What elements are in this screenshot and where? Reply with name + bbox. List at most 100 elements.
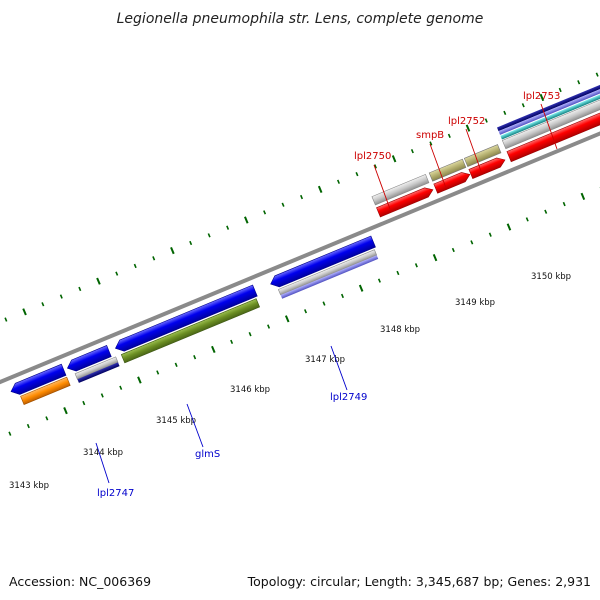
small-reverse-cds-arrow (66, 345, 112, 372)
glmS-cds-arrow (115, 284, 258, 352)
outer-tick-29 (336, 179, 340, 184)
tick-label-3149: 3149 kbp (455, 298, 495, 308)
inner-tick-27 (340, 293, 344, 299)
gene-reverse-small[interactable] (65, 344, 120, 385)
tick-label-3145: 3145 kbp (156, 416, 196, 426)
inner-tick-26 (322, 301, 326, 306)
leader-glmS (186, 403, 204, 448)
outer-tick-12 (22, 308, 27, 316)
gene-lpl2752[interactable] (463, 144, 507, 180)
outer-tick-26 (281, 202, 285, 207)
label-smpB[interactable]: smpB (416, 130, 444, 141)
inner-tick-18 (174, 362, 178, 367)
inner-tick-23 (267, 324, 271, 329)
lpl2752-cds-arrow (468, 157, 506, 180)
forward-gene-labels: lpl2750 smpB lpl2752 lpl2753 (354, 91, 560, 210)
outer-tick-21 (189, 240, 193, 246)
outer-tick-38 (503, 110, 507, 116)
inner-tick-39 (562, 201, 566, 207)
outer-tick-41 (558, 87, 562, 93)
label-glmS[interactable]: glmS (195, 449, 220, 460)
gene-lpl2749[interactable] (268, 235, 380, 301)
leader-lpl2747 (95, 442, 110, 484)
lpl2749-lavender-feature (280, 255, 379, 299)
outer-tick-40 (539, 93, 545, 102)
smpB-cds-arrow (433, 172, 471, 194)
label-lpl2747[interactable]: lpl2747 (97, 488, 134, 499)
lpl2747-cds-arrow (10, 363, 67, 395)
genome-summary-text: Topology: circular; Length: 3,345,687 bp… (247, 574, 591, 589)
inner-tick-16 (137, 376, 142, 384)
reverse-strand (9, 235, 380, 407)
gene-lpl2747[interactable] (9, 363, 71, 407)
outer-tick-16 (96, 277, 101, 285)
gene-lpl2753[interactable] (496, 81, 600, 163)
label-lpl2749[interactable]: lpl2749 (330, 392, 367, 403)
label-lpl2753[interactable]: lpl2753 (523, 91, 560, 102)
inner-tick-20 (211, 345, 216, 354)
small-reverse-navy-feature (77, 362, 120, 383)
lpl2752-olive-feature (463, 144, 502, 168)
tick-label-3143: 3143 kbp (9, 481, 49, 491)
outer-tick-14 (59, 294, 63, 299)
outer-tick-27 (300, 194, 304, 200)
inner-tick-19 (193, 355, 197, 360)
tick-label-3150: 3150 kbp (531, 272, 571, 282)
inner-tick-38 (544, 209, 548, 214)
gene-glmS[interactable] (113, 284, 261, 364)
outer-tick-42 (577, 80, 581, 85)
outer-tick-11 (4, 317, 8, 322)
inner-tick-14 (100, 393, 104, 398)
inner-tick-30 (396, 270, 400, 276)
label-lpl2750[interactable]: lpl2750 (354, 151, 391, 162)
outer-tick-33 (410, 149, 414, 154)
gene-smpB[interactable] (428, 158, 472, 194)
tick-label-3146: 3146 kbp (230, 385, 270, 395)
outer-tick-22 (207, 233, 211, 238)
inner-tick-12 (63, 407, 68, 415)
outer-tick-23 (226, 225, 230, 230)
outer-tick-row (4, 72, 599, 322)
inner-tick-22 (248, 332, 252, 337)
outer-tick-34 (429, 141, 433, 146)
lpl2753-gray-feature (501, 94, 600, 150)
tick-label-3144: 3144 kbp (83, 448, 123, 458)
leader-lpl2749 (330, 345, 348, 391)
forward-strand (371, 81, 600, 218)
outer-tick-43 (595, 72, 599, 77)
leader-smpB (429, 143, 447, 189)
accession-text: Accession: NC_006369 (9, 574, 151, 589)
label-lpl2752[interactable]: lpl2752 (448, 116, 485, 127)
outer-tick-39 (521, 103, 525, 108)
outer-tick-15 (78, 286, 82, 292)
map-title: Legionella pneumophila str. Lens, comple… (117, 11, 484, 27)
outer-tick-20 (170, 246, 175, 255)
inner-tick-37 (525, 217, 529, 222)
inner-tick-17 (156, 370, 160, 375)
inner-tick-40 (580, 192, 586, 200)
glmS-green-feature (120, 298, 260, 364)
inner-tick-31 (414, 263, 418, 268)
inner-tick-24 (284, 315, 290, 323)
outer-tick-35 (447, 133, 451, 139)
leader-lpl2750 (373, 164, 391, 210)
inner-tick-35 (488, 232, 492, 237)
outer-tick-28 (317, 185, 323, 193)
inner-tick-29 (377, 278, 381, 283)
inner-tick-21 (230, 339, 234, 345)
inner-tick-32 (432, 253, 438, 262)
genome-backbone (0, 70, 600, 458)
outer-tick-18 (133, 263, 137, 269)
lpl2747-orange-feature (20, 376, 71, 405)
outer-tick-17 (115, 271, 119, 276)
inner-tick-15 (119, 385, 123, 390)
outer-tick-25 (263, 210, 267, 215)
outer-tick-30 (355, 171, 359, 177)
kbp-labels: 3143 kbp 3144 kbp 3145 kbp 3146 kbp 3147… (9, 272, 571, 491)
inner-tick-33 (451, 247, 455, 253)
inner-tick-10 (26, 423, 30, 429)
gene-lpl2750[interactable] (371, 174, 435, 218)
lpl2750-cds-arrow (376, 187, 434, 218)
outer-tick-19 (152, 256, 156, 261)
